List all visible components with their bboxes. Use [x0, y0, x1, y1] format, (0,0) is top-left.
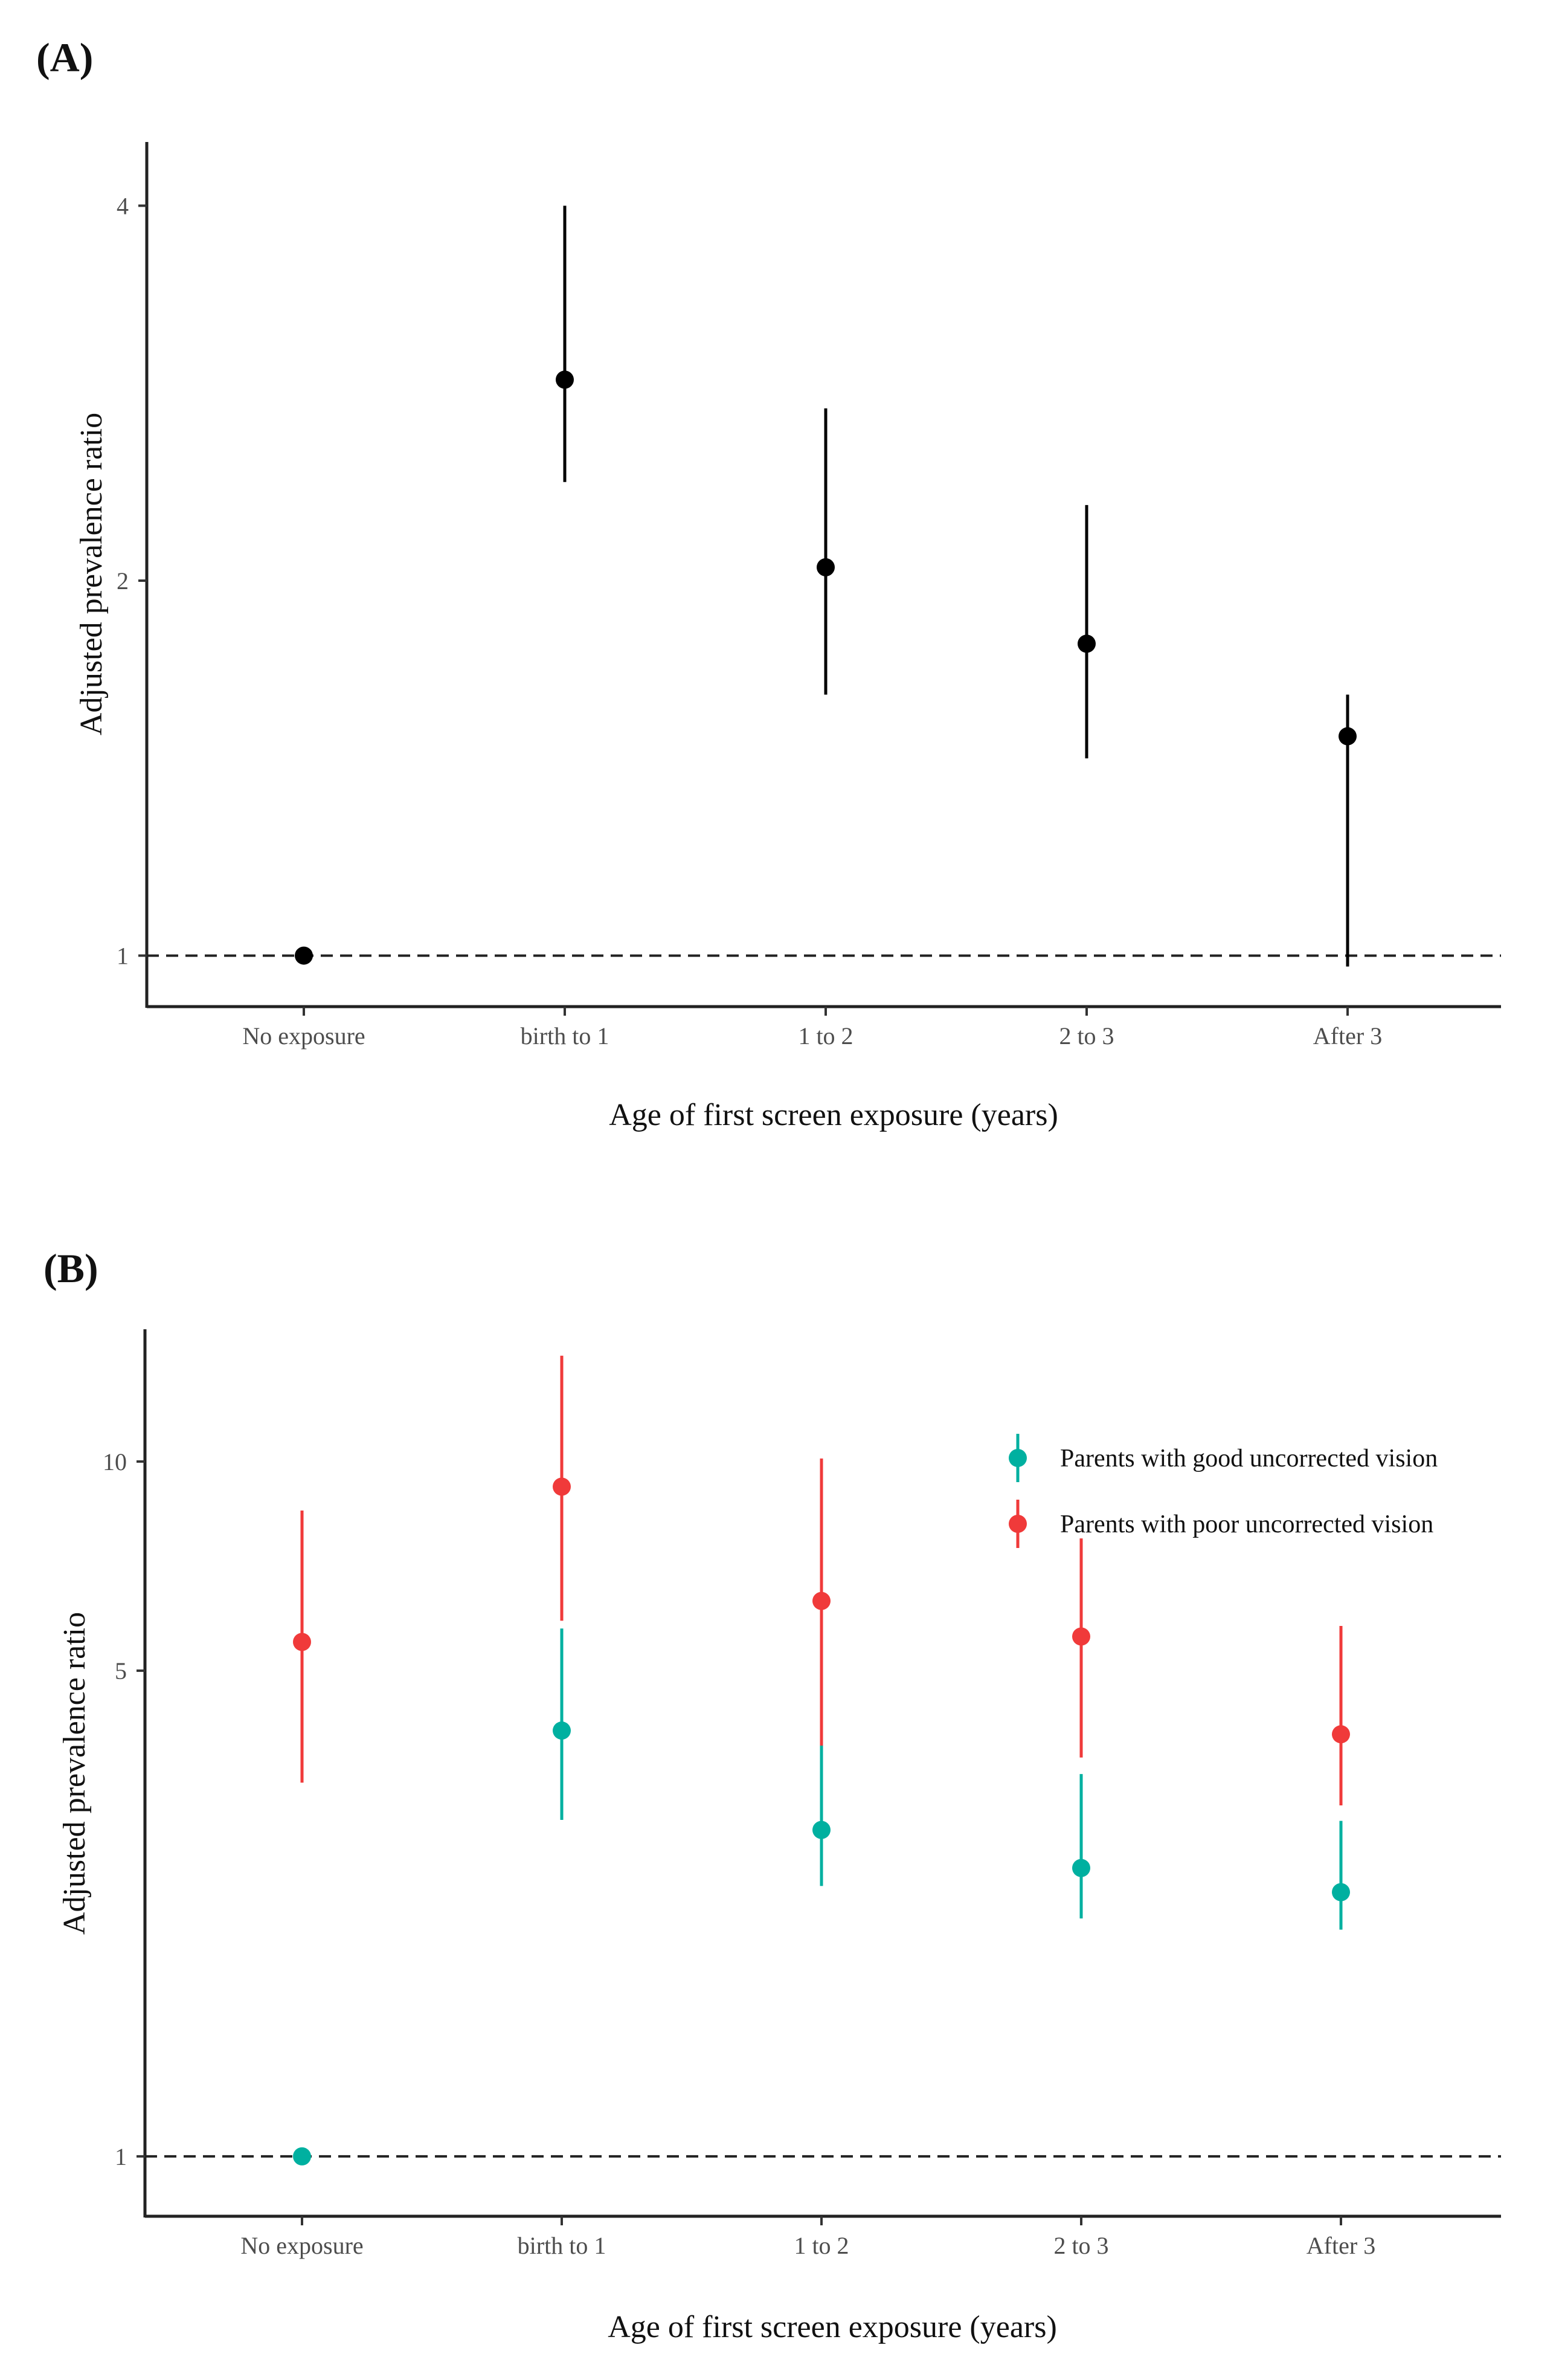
panel-b-good-vision-point	[293, 2147, 311, 2166]
panel-b-good-vision-point	[1072, 1859, 1090, 1877]
panel-a: (A) 1 2 4 No exposure birth to 1 1 to 2 …	[36, 34, 1501, 1132]
panel-a-x-tick-label: birth to 1	[521, 1022, 609, 1050]
panel-b-poor-vision-point	[553, 1477, 571, 1496]
panel-a-x-tick-label: No exposure	[242, 1022, 365, 1050]
panel-a-point	[295, 946, 313, 965]
panel-a-label: (A)	[36, 34, 93, 80]
panel-a-x-tick-label: 2 to 3	[1059, 1022, 1114, 1050]
panel-a-x-ticks: No exposure birth to 1 1 to 2 2 to 3 Aft…	[242, 1007, 1382, 1050]
panel-b-y-ticks: 1 5 10	[103, 1448, 145, 2170]
panel-b-poor-vision-point	[1332, 1725, 1350, 1744]
panel-b-x-tick-label: 1 to 2	[794, 2232, 849, 2259]
legend-poor-vision-key	[1009, 1515, 1027, 1533]
panel-b-good-vision-point	[1332, 1883, 1350, 1901]
panel-a-y-axis-title: Adjusted prevalence ratio	[74, 413, 109, 735]
panel-b-good-vision-point	[812, 1820, 831, 1839]
panel-b-poor-vision-point	[293, 1633, 311, 1651]
panel-b-legend: Parents with good uncorrected vision Par…	[1009, 1434, 1438, 1548]
panel-a-point	[817, 558, 835, 576]
panel-b: (B) 1 5 10 No exposure birth to 1 1 to 2…	[43, 1245, 1501, 2344]
panel-a-data-marks	[295, 205, 1357, 967]
panel-b-x-tick-label: No exposure	[240, 2232, 363, 2259]
panel-b-good-vision-point	[553, 1721, 571, 1740]
panel-a-x-tick-label: After 3	[1313, 1022, 1382, 1050]
panel-b-x-axis-title: Age of first screen exposure (years)	[608, 2310, 1057, 2344]
panel-b-x-ticks: No exposure birth to 1 1 to 2 2 to 3 Aft…	[240, 2216, 1375, 2259]
panel-a-x-axis-title: Age of first screen exposure (years)	[609, 1098, 1058, 1132]
legend-good-vision-label: Parents with good uncorrected vision	[1060, 1445, 1438, 1472]
legend-item-good-vision: Parents with good uncorrected vision	[1009, 1434, 1438, 1482]
panel-a-x-tick-label: 1 to 2	[798, 1022, 853, 1050]
panel-b-y-tick-label: 10	[103, 1448, 127, 1475]
panel-b-poor-vision-point	[1072, 1627, 1090, 1646]
panel-b-x-tick-label: 2 to 3	[1053, 2232, 1108, 2259]
legend-good-vision-key	[1009, 1449, 1027, 1467]
panel-b-x-tick-label: After 3	[1307, 2232, 1375, 2259]
panel-a-y-tick-label: 2	[117, 567, 129, 595]
panel-b-y-axis-title: Adjusted prevalence ratio	[57, 1612, 92, 1935]
panel-b-poor-vision-point	[812, 1592, 831, 1610]
panel-b-y-tick-label: 5	[115, 1657, 127, 1685]
panel-a-point	[556, 370, 574, 389]
legend-poor-vision-label: Parents with poor uncorrected vision	[1060, 1511, 1433, 1538]
panel-a-point	[1339, 727, 1357, 746]
panel-b-label: (B)	[43, 1245, 98, 1291]
panel-a-y-tick-label: 1	[117, 943, 129, 970]
panel-b-y-tick-label: 1	[115, 2143, 127, 2170]
panel-a-y-tick-label: 4	[117, 192, 129, 219]
legend-item-poor-vision: Parents with poor uncorrected vision	[1009, 1500, 1433, 1548]
panel-a-point	[1078, 634, 1096, 653]
panel-a-y-ticks: 1 2 4	[117, 192, 147, 970]
panel-b-data-marks	[293, 1355, 1350, 2166]
panel-b-x-tick-label: birth to 1	[518, 2232, 606, 2259]
